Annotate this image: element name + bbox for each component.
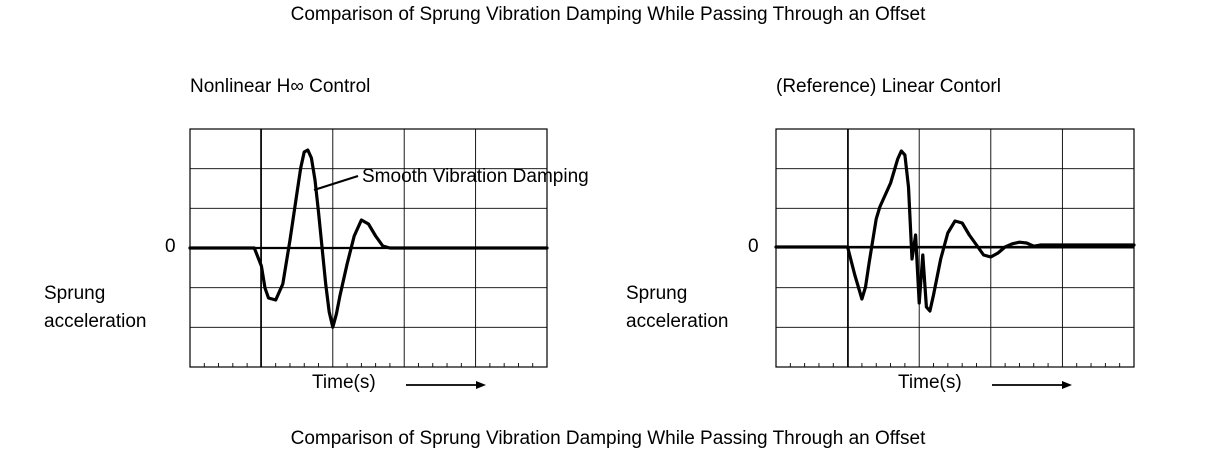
left-zero-label: 0 [165, 236, 176, 257]
right-time-arrow-head [1062, 381, 1072, 389]
right-xlabel: Time(s) [898, 372, 962, 393]
left-chart-title: Nonlinear H∞ Control [190, 76, 371, 97]
right-ylabel-line1: Sprung [626, 283, 688, 304]
right-ylabel-line2: acceleration [626, 311, 729, 332]
left-ylabel-line1: Sprung [44, 283, 106, 304]
left-time-arrow-head [476, 381, 486, 389]
bottom-title: Comparison of Sprung Vibration Damping W… [290, 428, 926, 449]
left-xlabel: Time(s) [312, 372, 376, 393]
right-chart-title: (Reference) Linear Contorl [776, 76, 1001, 97]
top-title: Comparison of Sprung Vibration Damping W… [290, 4, 926, 25]
left-ylabel-line2: acceleration [44, 311, 147, 332]
right-signal-line [774, 149, 1136, 313]
left-annotation-leader [313, 174, 359, 192]
left-signal-line [188, 148, 549, 329]
right-zero-label: 0 [748, 236, 759, 257]
